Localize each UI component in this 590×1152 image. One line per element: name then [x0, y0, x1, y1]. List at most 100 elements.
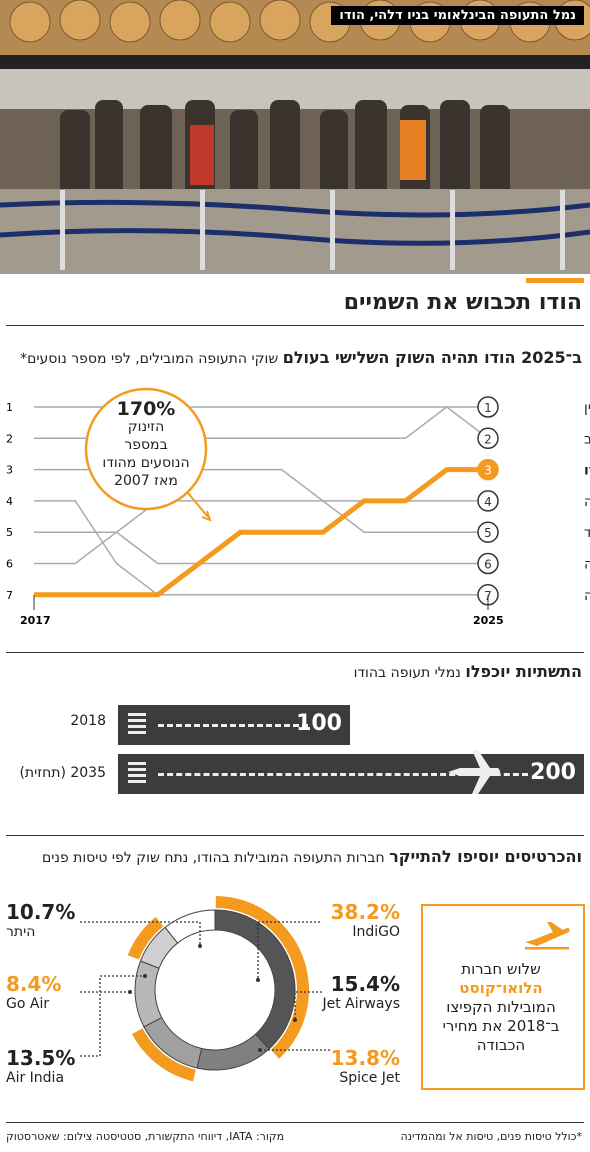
- rank-circle: [477, 427, 499, 450]
- rank-number: 6: [484, 558, 492, 572]
- divider: [6, 325, 584, 326]
- leader-dot: [258, 1048, 262, 1052]
- airport-photo: [0, 0, 590, 274]
- section3-subtitle: חברות התעופה המובילות בהודו, נתח שוק לפי…: [41, 850, 385, 866]
- lcc-text: שלוש חברות הלואו־קוסט המובילות הקפיצו ב־…: [429, 960, 573, 1055]
- leader-dot: [198, 944, 202, 948]
- runway-value: 100: [296, 711, 342, 736]
- rank-number: 2: [484, 432, 492, 446]
- name-spicejet: Spice Jet: [339, 1070, 400, 1086]
- donut-chart: [80, 896, 330, 1082]
- accent-bar: [526, 278, 584, 283]
- pct-airindia: 13.5%: [6, 1046, 76, 1070]
- leader-dot: [143, 974, 147, 978]
- rank-circle: [477, 490, 499, 512]
- airplane-icon: [448, 750, 500, 794]
- footer-source: מקור: IATA, דיווחי התקשורת, סטטיסטה צילו…: [6, 1130, 285, 1143]
- pie-slice: [196, 1033, 270, 1071]
- runway-2035: 200: [118, 754, 584, 794]
- label-airindia: 13.5% Air India: [6, 1046, 75, 1086]
- runway-stripes: [128, 762, 146, 786]
- section3-heading: והכרטיסים יוסיפו להתייקר חברות התעופה המ…: [42, 847, 582, 866]
- divider: [6, 835, 584, 836]
- label-spicejet: 13.8% Spice Jet: [310, 1046, 400, 1086]
- series-label: אינדונזיה: [584, 557, 590, 573]
- pct-indigo: 38.2%: [330, 900, 400, 924]
- pct-other: 10.7%: [6, 900, 76, 924]
- y-tick-label: 1: [6, 401, 13, 414]
- y-tick-label: 6: [6, 558, 13, 571]
- lcc-line: הכבודה: [476, 1036, 526, 1054]
- x-tick-2025: 2025: [473, 614, 504, 627]
- series-label: ארה"ב: [584, 431, 590, 447]
- rank-number: 3: [484, 464, 492, 478]
- label-other: 10.7% היתר: [6, 900, 75, 940]
- section2-heading: התשתיות יוכפלו נמלי תעופה בהודו: [354, 662, 582, 681]
- airplane-takeoff-icon: [525, 922, 570, 950]
- series-line: [34, 500, 488, 596]
- runway-value: 200: [530, 760, 576, 785]
- callout-bubble: [84, 387, 212, 522]
- series-label: ספרד: [584, 525, 590, 541]
- runway-centerline: [158, 724, 308, 727]
- series-label: בריטניה: [584, 494, 590, 510]
- lcc-line-highlight: הלואו־קוסט: [459, 979, 543, 997]
- rank-number: 5: [484, 526, 492, 540]
- runway-year-2018: 2018: [70, 713, 106, 729]
- section1-headline: ב־2025 הודו תהיה השוק השלישי בעולם: [282, 348, 582, 367]
- leader-dot: [256, 978, 260, 982]
- leader-line: [80, 921, 201, 946]
- series-label: סין: [584, 400, 590, 416]
- name-indigo: IndiGO: [352, 924, 400, 940]
- label-goair: 8.4% Go Air: [6, 972, 61, 1012]
- series-label: הודו: [584, 463, 590, 479]
- callout-line: במספר: [124, 437, 168, 453]
- name-airindia: Air India: [6, 1070, 65, 1086]
- leader-line: [257, 921, 320, 980]
- rank-circle: [477, 521, 499, 543]
- label-jet: 15.4% Jet Airways: [300, 972, 400, 1012]
- lcc-line: ב־2018 את מחירי: [442, 1017, 560, 1035]
- series-line: [34, 467, 488, 598]
- name-other: היתר: [6, 924, 36, 940]
- y-tick-label: 7: [6, 589, 13, 602]
- leader-dot: [293, 1018, 297, 1022]
- lcc-line: המובילות הקפיצו: [446, 998, 556, 1016]
- photo-caption: נמל התעופה הבינלאומי בניו דלהי, הודו: [331, 6, 584, 25]
- runway-stripes: [128, 713, 146, 737]
- divider: [6, 1122, 584, 1123]
- footer-note: *כולל טיסות פנים, טיסות אל ומהמדינה: [400, 1130, 582, 1143]
- leader-dot: [128, 990, 132, 994]
- runway-centerline: [158, 773, 528, 776]
- label-indigo: 38.2% IndiGO: [310, 900, 400, 940]
- runway-year-2035: 2035 (תחזית): [19, 765, 106, 781]
- leader-line: [80, 975, 145, 1057]
- pct-goair: 8.4%: [6, 972, 62, 996]
- section1-heading: ב־2025 הודו תהיה השוק השלישי בעולם שוקי …: [20, 348, 582, 367]
- x-tick-2017: 2017: [20, 614, 51, 627]
- section1-subtitle: שוקי התעופה המובילים, לפי מספר נוסעים*: [20, 351, 279, 367]
- runway-2018: 100: [118, 705, 350, 745]
- rank-circle: [477, 552, 499, 575]
- y-tick-label: 5: [6, 526, 13, 539]
- section2-subtitle: נמלי תעופה בהודו: [353, 665, 461, 681]
- rank-circle: [477, 458, 499, 481]
- main-title: הודו תכבוש את השמיים: [343, 290, 582, 315]
- pie-slice-highlight: [127, 917, 164, 960]
- section2-headline: התשתיות יוכפלו: [465, 662, 582, 681]
- callout-value: 170%: [116, 398, 176, 420]
- pie-slice-highlight: [215, 896, 309, 1059]
- rank-circle: [477, 396, 499, 418]
- series-line: [34, 500, 488, 533]
- callout-line: מאז 2007: [114, 473, 178, 489]
- bump-chart: 1 2 3 4 5 6 7 1 סין 2 ארה"ב 3 הודו 4 בריטניה 5 ספרד 6 אינ…: [6, 396, 590, 627]
- y-tick-label: 2: [6, 432, 13, 445]
- series-line: [34, 531, 488, 565]
- name-jet: Jet Airways: [322, 996, 400, 1012]
- name-goair: Go Air: [6, 996, 50, 1012]
- pct-jet: 15.4%: [330, 972, 400, 996]
- pct-spicejet: 13.8%: [330, 1046, 400, 1070]
- section3-headline: והכרטיסים יוסיפו להתייקר: [389, 847, 582, 866]
- rank-number: 4: [484, 495, 492, 509]
- pie-slice: [164, 909, 216, 944]
